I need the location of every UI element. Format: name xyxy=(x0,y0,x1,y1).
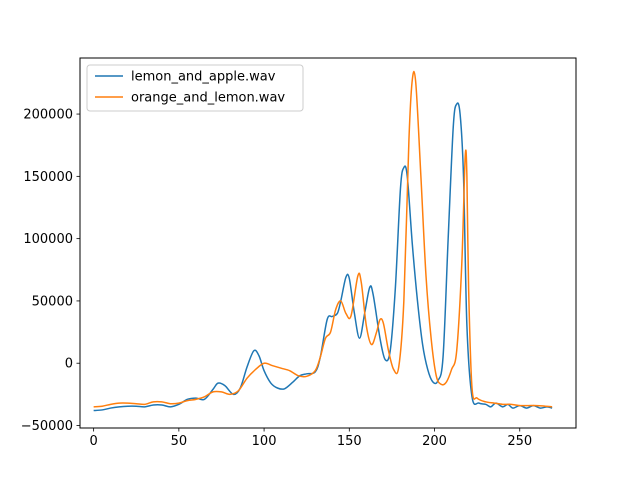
y-tick-label: 0 xyxy=(65,357,73,372)
x-tick-label: 100 xyxy=(252,434,277,449)
x-tick-label: 0 xyxy=(89,434,97,449)
x-tick-label: 50 xyxy=(171,434,188,449)
legend-label-series-1: orange_and_lemon.wav xyxy=(131,91,285,106)
y-tick-label: 100000 xyxy=(23,232,73,247)
legend-box xyxy=(86,64,304,112)
plot-frame xyxy=(79,57,577,429)
x-tick-label: 150 xyxy=(337,434,362,449)
y-tick-label: 150000 xyxy=(23,170,73,185)
legend: lemon_and_apple.wav orange_and_lemon.wav xyxy=(86,64,304,112)
legend-label-series-0: lemon_and_apple.wav xyxy=(131,70,276,85)
x-tick-label: 200 xyxy=(422,434,447,449)
y-tick-label: −50000 xyxy=(21,419,73,434)
x-tick-label: 250 xyxy=(507,434,532,449)
series-line-0 xyxy=(93,102,553,412)
plot-area xyxy=(80,58,576,428)
series-lines xyxy=(93,70,553,412)
axis-ticks: 0 50 100 150 200 250 −50000 0 50000 100000 150000 2… xyxy=(21,108,532,449)
y-tick-label: 50000 xyxy=(32,294,73,309)
y-tick-label: 200000 xyxy=(23,108,73,123)
series-line-1 xyxy=(93,70,553,408)
